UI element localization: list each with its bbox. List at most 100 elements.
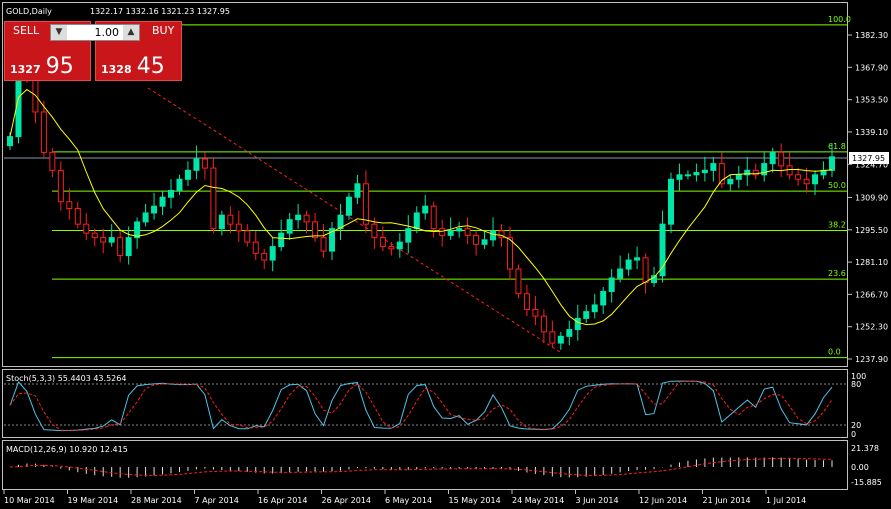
candle-body[interactable] xyxy=(642,257,649,283)
lot-size-stepper[interactable]: ▼ 1.00 ▲ xyxy=(50,24,140,41)
candle-body[interactable] xyxy=(447,230,454,236)
candle-body[interactable] xyxy=(778,151,785,167)
candle-body[interactable] xyxy=(261,252,268,261)
candle-body[interactable] xyxy=(7,136,13,147)
candle-body[interactable] xyxy=(591,304,598,313)
candle-body[interactable] xyxy=(57,169,64,203)
lot-size-input[interactable]: 1.00 xyxy=(94,26,120,39)
candle-body[interactable] xyxy=(456,228,463,232)
candle-body[interactable] xyxy=(108,237,115,243)
candle-body[interactable] xyxy=(193,158,200,171)
candle-body[interactable] xyxy=(430,205,437,230)
candle-body[interactable] xyxy=(557,335,564,344)
candle-body[interactable] xyxy=(295,214,302,221)
candle-body[interactable] xyxy=(473,234,480,245)
macd-tick-bottom: -15.885 xyxy=(851,478,882,487)
candle-body[interactable] xyxy=(74,207,81,225)
candle-body[interactable] xyxy=(168,190,175,198)
candle-body[interactable] xyxy=(286,219,293,234)
candle-body[interactable] xyxy=(125,237,132,257)
candle-body[interactable] xyxy=(490,230,497,241)
candle-body[interactable] xyxy=(617,268,624,279)
candle-body[interactable] xyxy=(583,311,590,319)
candle-body[interactable] xyxy=(100,237,107,243)
candle-body[interactable] xyxy=(49,151,56,171)
candle-body[interactable] xyxy=(66,201,73,209)
candle-body[interactable] xyxy=(786,165,793,176)
candle-body[interactable] xyxy=(235,223,242,232)
candle-body[interactable] xyxy=(329,228,336,252)
candle-body[interactable] xyxy=(83,223,90,234)
candle-body[interactable] xyxy=(481,239,488,245)
candle-body[interactable] xyxy=(812,174,819,185)
candle-body[interactable] xyxy=(515,268,522,295)
candle-body[interactable] xyxy=(345,196,352,216)
candle-body[interactable] xyxy=(744,169,751,176)
candle-body[interactable] xyxy=(761,163,768,176)
candle-body[interactable] xyxy=(379,237,386,248)
candle-body[interactable] xyxy=(752,169,759,176)
candle-body[interactable] xyxy=(701,169,708,174)
candle-body[interactable] xyxy=(549,331,556,344)
candle-body[interactable] xyxy=(252,241,259,254)
candle-body[interactable] xyxy=(803,178,810,185)
candle-body[interactable] xyxy=(684,174,691,177)
candle-body[interactable] xyxy=(269,246,276,261)
lot-decrease-icon[interactable]: ▼ xyxy=(51,25,67,40)
candle-body[interactable] xyxy=(523,293,530,310)
dashed-trendline[interactable] xyxy=(147,87,561,353)
candle-body[interactable] xyxy=(769,151,776,165)
candle-body[interactable] xyxy=(201,158,208,169)
candle-body[interactable] xyxy=(362,183,369,225)
candle-body[interactable] xyxy=(184,169,191,180)
candle-body[interactable] xyxy=(540,315,547,333)
candle-body[interactable] xyxy=(574,317,581,331)
candle-body[interactable] xyxy=(506,237,513,270)
candle-body[interactable] xyxy=(159,196,166,207)
candle-body[interactable] xyxy=(625,259,632,270)
candle-body[interactable] xyxy=(388,246,395,250)
lot-increase-icon[interactable]: ▲ xyxy=(123,25,139,40)
candle-body[interactable] xyxy=(532,308,539,317)
candle-body[interactable] xyxy=(210,167,217,230)
candle-body[interactable] xyxy=(710,163,717,171)
candle-body[interactable] xyxy=(795,174,802,180)
candle-body[interactable] xyxy=(600,290,607,306)
candle-body[interactable] xyxy=(829,156,835,171)
candle-body[interactable] xyxy=(693,172,700,176)
candle-body[interactable] xyxy=(40,111,47,153)
candle-body[interactable] xyxy=(498,230,505,239)
candle-body[interactable] xyxy=(405,228,412,243)
candle-body[interactable] xyxy=(634,257,641,261)
candle-body[interactable] xyxy=(354,183,361,198)
candle-body[interactable] xyxy=(659,223,666,277)
candle-body[interactable] xyxy=(422,205,429,214)
candle-body[interactable] xyxy=(667,178,674,225)
candle-body[interactable] xyxy=(464,228,471,236)
candle-body[interactable] xyxy=(337,214,344,230)
candle-body[interactable] xyxy=(278,232,285,248)
candle-body[interactable] xyxy=(320,237,327,252)
candle-body[interactable] xyxy=(227,214,234,225)
candle-body[interactable] xyxy=(218,214,225,230)
candle-body[interactable] xyxy=(735,174,742,180)
candle-body[interactable] xyxy=(608,277,615,292)
candle-body[interactable] xyxy=(151,205,158,214)
candle-body[interactable] xyxy=(134,221,141,239)
candle-body[interactable] xyxy=(142,212,149,223)
candle-body[interactable] xyxy=(718,163,725,185)
candle-body[interactable] xyxy=(413,212,420,230)
candle-body[interactable] xyxy=(91,232,98,239)
candle-body[interactable] xyxy=(439,228,446,236)
candle-body[interactable] xyxy=(312,221,319,239)
candle-body[interactable] xyxy=(244,230,251,243)
candle-body[interactable] xyxy=(396,241,403,250)
candle-body[interactable] xyxy=(303,214,310,223)
candle-body[interactable] xyxy=(676,174,683,180)
candle-body[interactable] xyxy=(727,178,734,185)
candle-body[interactable] xyxy=(176,178,183,192)
candle-body[interactable] xyxy=(566,329,573,337)
candle-body[interactable] xyxy=(371,223,378,239)
candle-body[interactable] xyxy=(117,237,124,257)
